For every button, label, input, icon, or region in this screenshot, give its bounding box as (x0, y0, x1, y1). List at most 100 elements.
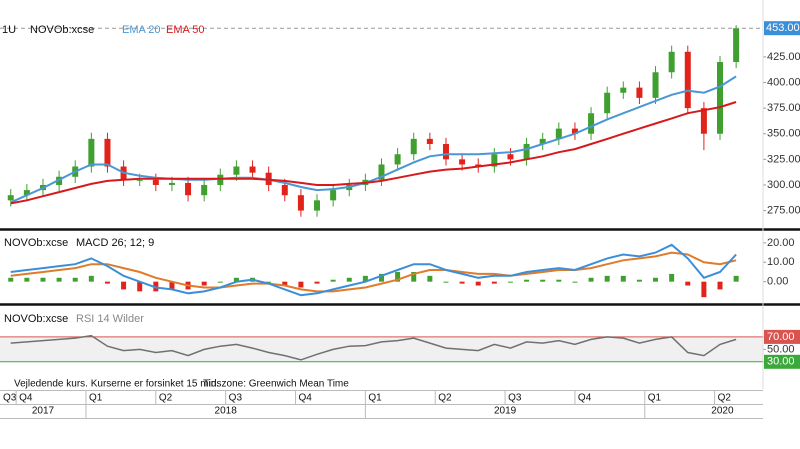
histogram-bar (427, 275, 433, 282)
histogram-bar (443, 281, 449, 283)
histogram-bar (298, 281, 304, 288)
legend-entry: EMA 20 (122, 24, 161, 36)
y-tick-label: 425.00 (767, 51, 800, 63)
candle-body (636, 87, 643, 98)
y-tick-label: 325.00 (767, 153, 800, 165)
candle-body (523, 143, 530, 160)
candle-body (314, 200, 321, 211)
candle-body (281, 184, 288, 196)
candle-body (668, 51, 675, 73)
candle-body (539, 138, 546, 144)
macd-panel (8, 243, 739, 298)
candle-body (201, 184, 208, 196)
candle-body (297, 195, 304, 211)
candle-body (700, 108, 707, 134)
candle-body (23, 190, 30, 196)
candle-body (249, 166, 256, 173)
candle-body (88, 138, 95, 167)
candle-body (330, 190, 337, 201)
histogram-bar (669, 273, 675, 282)
histogram-bar (282, 281, 288, 286)
y-tick-label: 10.00 (767, 256, 795, 268)
histogram-bar (56, 277, 62, 282)
candle-body (410, 138, 417, 155)
y-tick-box (764, 354, 800, 369)
histogram-bar (217, 281, 223, 283)
histogram-bar (636, 279, 642, 282)
histogram-bar (88, 275, 94, 282)
histogram-bar (104, 281, 110, 284)
histogram-bar (201, 281, 207, 286)
y-tick-label: 275.00 (767, 204, 800, 216)
x-tick-label: Q2 (718, 393, 732, 404)
x-tick-label: Q4 (299, 393, 313, 404)
candle-body (7, 195, 14, 201)
histogram-bar (540, 279, 546, 282)
ema-line (10, 101, 737, 205)
histogram-bar (588, 277, 594, 282)
macd-line (10, 243, 737, 297)
y-tick-label: 20.00 (767, 237, 795, 249)
y-tick-label: 300.00 (767, 179, 800, 191)
x-tick-label: Q4 (578, 393, 592, 404)
footer-timezone: Tidszone: Greenwich Mean Time (203, 379, 349, 390)
x-tick-label: Q4 (19, 393, 33, 404)
x-tick-label: Q2 (159, 393, 173, 404)
histogram-bar (395, 271, 401, 282)
x-tick-label: Q3 (229, 393, 243, 404)
histogram-bar (379, 273, 384, 282)
rsi-line (10, 334, 737, 361)
histogram-bar (233, 277, 239, 282)
candle-body (217, 174, 224, 185)
x-tick-label: Q1 (648, 393, 662, 404)
histogram-bar (8, 277, 14, 282)
last-price-label: 453.00 (766, 22, 800, 34)
histogram-bar (572, 281, 578, 283)
symbol: NOVOb:xcse (4, 313, 68, 325)
candle-body (459, 159, 466, 165)
histogram-bar (169, 281, 175, 290)
candle-body (555, 128, 562, 139)
x-tick-label: Q1 (89, 393, 103, 404)
y-tick-box (764, 329, 800, 344)
candle-body (233, 166, 240, 175)
y-tick-label: 400.00 (767, 76, 800, 88)
candle-body (394, 154, 401, 165)
histogram-bar (346, 277, 352, 282)
candle-body (136, 179, 143, 181)
candle-body (588, 113, 595, 134)
histogram-bar (653, 277, 659, 282)
price-panel (0, 25, 763, 217)
histogram-bar (330, 279, 336, 282)
histogram-bar (475, 281, 481, 286)
year-label: 2020 (711, 406, 734, 417)
candle-body (426, 138, 433, 144)
candle-body (104, 138, 111, 167)
y-tick-label: 375.00 (767, 102, 800, 114)
candle-body (571, 128, 578, 134)
candle-body (604, 92, 611, 114)
histogram-bar (459, 281, 465, 284)
histogram-bar (121, 281, 127, 290)
x-tick-label: Q2 (438, 393, 452, 404)
histogram-bar (507, 281, 513, 283)
symbol: NOVOb:xcse (30, 24, 94, 36)
histogram-bar (556, 279, 562, 282)
histogram-bar (40, 277, 46, 282)
histogram-bar (701, 281, 707, 298)
legend-entry: EMA 50 (166, 24, 205, 36)
candle-body (442, 143, 449, 160)
x-tick-label: Q3 (3, 393, 17, 404)
year-label: 2018 (215, 406, 238, 417)
histogram-bar (733, 275, 739, 282)
histogram-bar (524, 279, 530, 282)
candle-body (185, 182, 192, 196)
histogram-bar (362, 275, 368, 282)
x-tick-label: Q3 (508, 393, 522, 404)
indicator-title: RSI 14 Wilder (76, 313, 144, 325)
y-tick-label: 30.00 (767, 356, 795, 368)
histogram-bar (137, 281, 143, 292)
ema-line (10, 75, 737, 204)
candle-body (652, 72, 659, 98)
